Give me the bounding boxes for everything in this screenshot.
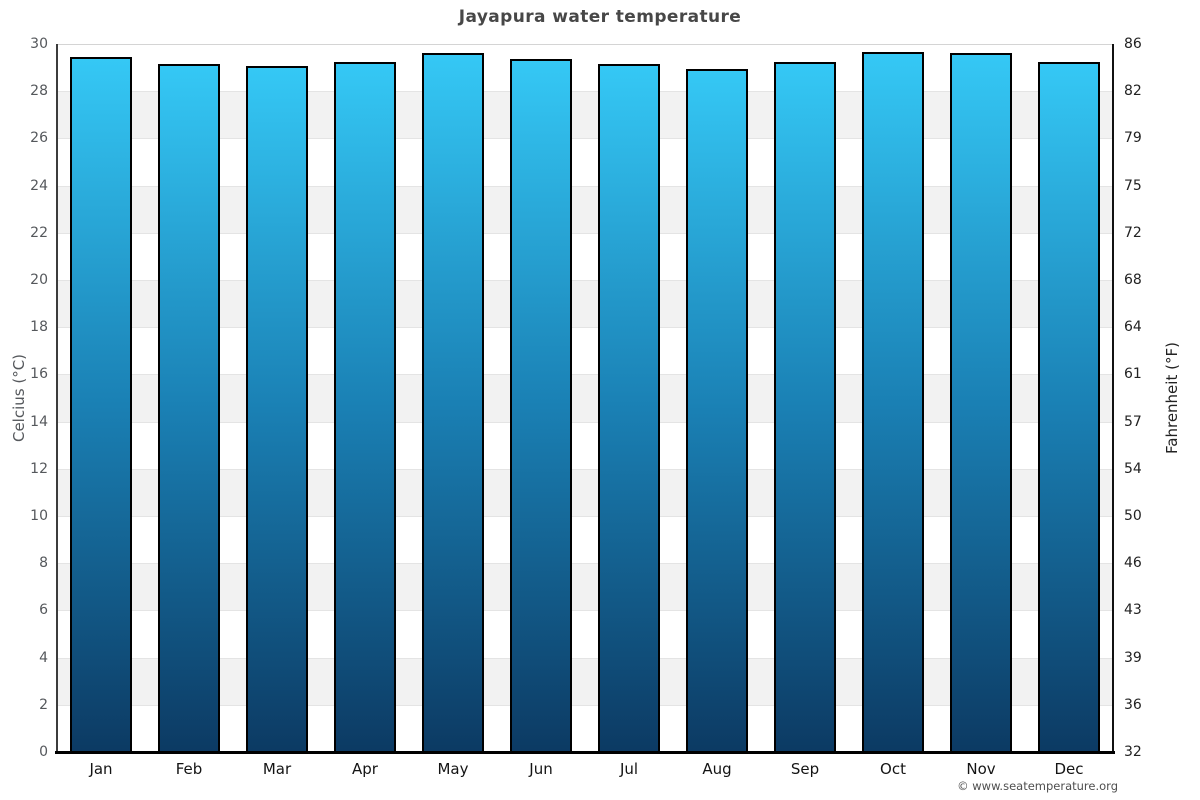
grid-band (57, 374, 1113, 422)
fahrenheit-axis-title: Fahrenheit (°F) (1163, 342, 1181, 454)
bar-mar (246, 66, 308, 752)
bar-jan (70, 56, 132, 752)
bar-slot-jul (585, 44, 673, 752)
grid-band (57, 185, 1113, 233)
month-label-jul: Jul (619, 760, 639, 778)
bar-dec (1038, 61, 1100, 752)
month-label-sep: Sep (790, 760, 820, 778)
plot-area (57, 44, 1113, 752)
grid-band (57, 563, 1113, 611)
month-label-dec: Dec (1054, 760, 1084, 778)
grid-band (57, 280, 1113, 328)
fahrenheit-tick-36: 36 (1124, 696, 1142, 713)
bar-slot-mar (233, 44, 321, 752)
bar-slot-may (409, 44, 497, 752)
fahrenheit-tick-43: 43 (1124, 602, 1142, 619)
fahrenheit-tick-72: 72 (1124, 224, 1142, 241)
chart-title: Jayapura water temperature (458, 7, 742, 27)
fahrenheit-tick-61: 61 (1124, 366, 1142, 383)
bar-slot-feb (145, 44, 233, 752)
grid-band (57, 138, 1113, 186)
grid-band (57, 421, 1113, 469)
bar-feb (158, 64, 220, 752)
bar-slot-jan (57, 44, 145, 752)
celsius-tick-20: 20 (30, 272, 48, 288)
fahrenheit-tick-50: 50 (1124, 508, 1142, 524)
celsius-tick-2: 2 (39, 696, 48, 713)
bar-slot-aug (673, 44, 761, 752)
celsius-tick-22: 22 (30, 224, 48, 241)
celsius-axis-title: Celcius (°C) (10, 353, 28, 443)
bar-sep (774, 61, 836, 752)
celsius-tick-14: 14 (30, 413, 48, 430)
fahrenheit-tick-82: 82 (1124, 83, 1142, 100)
bar-slot-jun (497, 44, 585, 752)
bar-slot-oct (849, 44, 937, 752)
month-label-may: May (437, 760, 469, 778)
bands-layer (57, 44, 1113, 752)
bars-layer (57, 44, 1113, 752)
grid-band (57, 704, 1113, 752)
fahrenheit-tick-64: 64 (1124, 319, 1142, 336)
fahrenheit-tick-32: 32 (1124, 744, 1142, 760)
month-label-feb: Feb (175, 760, 203, 778)
month-label-mar: Mar (262, 760, 292, 778)
bar-jul (598, 64, 660, 752)
fahrenheit-tick-86: 86 (1124, 36, 1142, 52)
bar-slot-nov (937, 44, 1025, 752)
fahrenheit-tick-46: 46 (1124, 555, 1142, 572)
celsius-tick-26: 26 (30, 130, 48, 147)
grid-band (57, 657, 1113, 705)
grid-band (57, 91, 1113, 139)
fahrenheit-tick-75: 75 (1124, 177, 1142, 194)
celsius-tick-24: 24 (30, 177, 48, 194)
fahrenheit-tick-39: 39 (1124, 649, 1142, 666)
fahrenheit-tick-79: 79 (1124, 130, 1142, 147)
grid-band (57, 468, 1113, 516)
month-label-oct: Oct (880, 760, 906, 778)
bar-aug (686, 68, 748, 752)
bar-apr (334, 61, 396, 752)
fahrenheit-axis-line (1112, 44, 1114, 753)
celsius-tick-6: 6 (39, 602, 48, 619)
celsius-tick-30: 30 (30, 36, 48, 52)
fahrenheit-tick-54: 54 (1124, 460, 1142, 477)
celsius-tick-0: 0 (39, 744, 48, 760)
grid-band (57, 44, 1113, 92)
month-label-aug: Aug (702, 760, 732, 778)
celsius-tick-8: 8 (39, 555, 48, 572)
bar-slot-apr (321, 44, 409, 752)
celsius-tick-12: 12 (30, 460, 48, 477)
month-label-jun: Jun (529, 760, 553, 778)
bar-slot-dec (1025, 44, 1113, 752)
bar-nov (950, 53, 1012, 752)
month-axis-labels: Jan Feb Mar Apr May Jun Jul Aug Sep Oct Nov Dec (57, 760, 1113, 778)
month-label-jan: Jan (89, 760, 113, 778)
fahrenheit-tick-68: 68 (1124, 272, 1142, 288)
grid-band (57, 516, 1113, 564)
month-label-apr: Apr (352, 760, 378, 778)
copyright-note: © www.seatemperature.org (957, 779, 1118, 793)
celsius-tick-18: 18 (30, 319, 48, 336)
fahrenheit-tick-57: 57 (1124, 413, 1142, 430)
celsius-tick-4: 4 (39, 649, 48, 666)
bar-oct (862, 52, 924, 752)
celsius-tick-28: 28 (30, 83, 48, 100)
bar-may (422, 53, 484, 752)
celsius-tick-10: 10 (30, 508, 48, 524)
month-label-nov: Nov (966, 760, 996, 778)
grid-band (57, 232, 1113, 280)
x-axis-line (55, 751, 1115, 754)
bar-jun (510, 59, 572, 752)
celsius-tick-16: 16 (30, 366, 48, 383)
grid-band (57, 610, 1113, 658)
bar-slot-sep (761, 44, 849, 752)
celsius-axis-line (56, 44, 58, 752)
grid-band (57, 327, 1113, 375)
